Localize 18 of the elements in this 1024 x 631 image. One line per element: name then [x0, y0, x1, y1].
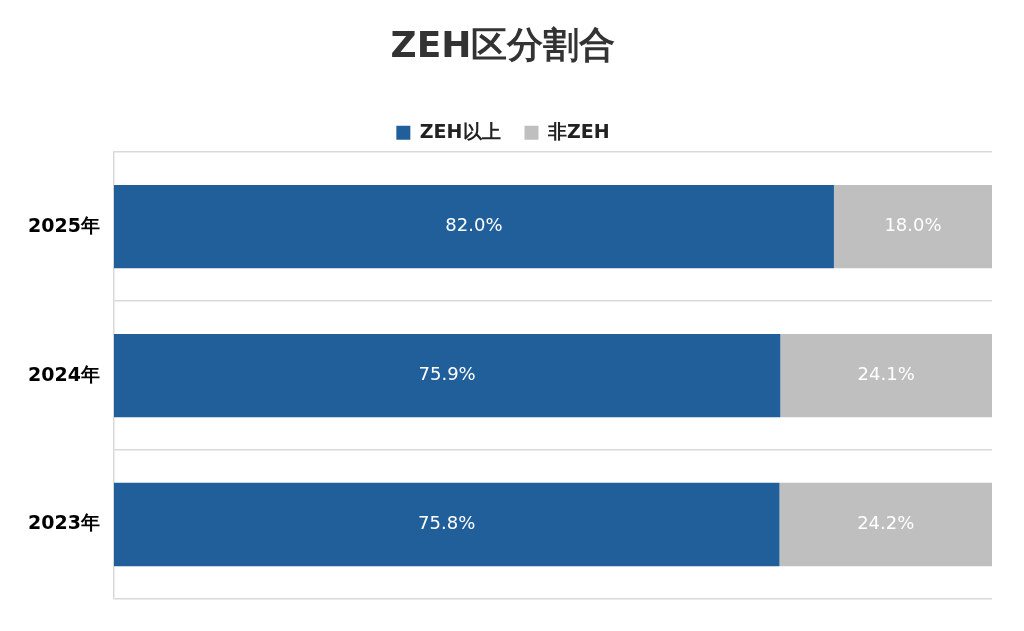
data-label: 75.8% [418, 512, 476, 534]
y-tick-label: 2025年 [27, 213, 100, 236]
data-label: 75.9% [418, 363, 476, 385]
y-tick-label: 2023年 [27, 511, 100, 534]
data-label: 18.0% [884, 214, 942, 236]
legend-label: 非ZEH [547, 119, 610, 142]
bar [113, 482, 780, 567]
bar [833, 184, 992, 269]
chart-title: ZEH区分割合 [390, 23, 616, 65]
legend-label: ZEH以上 [419, 119, 501, 142]
data-label: 24.1% [857, 363, 915, 385]
data-label: 82.0% [445, 214, 503, 236]
bar [113, 333, 781, 418]
bar [113, 184, 834, 269]
bar [780, 333, 992, 418]
y-tick-label: 2024年 [27, 362, 100, 385]
data-label: 24.2% [857, 512, 915, 534]
bar [779, 482, 992, 567]
